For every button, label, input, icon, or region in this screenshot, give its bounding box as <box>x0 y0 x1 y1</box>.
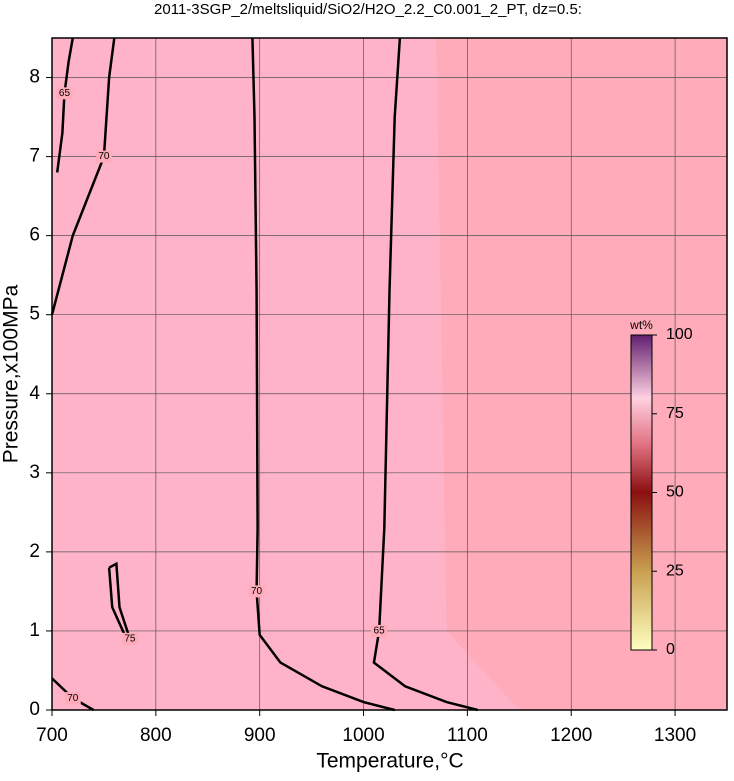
contour-line <box>50 37 116 316</box>
x-tick-label: 900 <box>244 725 276 746</box>
y-tick-label: 1 <box>29 620 40 641</box>
contour-label-bg <box>121 632 138 645</box>
contour-label: 75 <box>124 633 136 644</box>
contour-label-bg <box>64 692 81 705</box>
x-axis-title: Temperature,°C <box>316 750 463 773</box>
contour-label-bg <box>95 150 112 163</box>
contour-label-bg <box>56 87 73 100</box>
colorbar-tick-label: 0 <box>666 641 675 658</box>
contour-line <box>251 37 395 712</box>
contour-label: 70 <box>98 151 110 162</box>
contour-label-bg <box>371 624 388 637</box>
y-tick-label: 4 <box>29 383 40 404</box>
x-tick-label: 1000 <box>342 725 384 746</box>
y-tick-label: 0 <box>29 699 40 720</box>
x-tick-label: 1100 <box>447 725 488 746</box>
y-tick-label: 5 <box>29 304 40 325</box>
y-tick-label: 7 <box>29 146 40 167</box>
y-tick-label: 2 <box>29 541 40 562</box>
contour-label: 65 <box>59 88 71 99</box>
y-tick-label: 6 <box>29 225 40 246</box>
colorbar-label: wt% <box>629 318 653 332</box>
colorbar <box>630 334 653 651</box>
colorbar-tick-label: 75 <box>666 405 684 422</box>
y-tick-label: 8 <box>29 67 40 88</box>
contour-label: 70 <box>67 693 79 704</box>
contour-label-bg <box>248 585 265 598</box>
shaded-region <box>52 38 520 710</box>
chart-title: 2011-3SGP_2/meltsliquid/SiO2/H2O_2.2_C0.… <box>154 1 582 18</box>
contour-label: 65 <box>374 626 386 637</box>
contour-label: 70 <box>251 586 263 597</box>
x-tick-label: 1200 <box>550 725 592 746</box>
colorbar-tick-label: 100 <box>666 326 693 343</box>
y-axis-title: Pressure,x100MPa <box>0 284 23 463</box>
x-tick-label: 800 <box>140 725 172 746</box>
colorbar-tick-label: 25 <box>666 562 684 579</box>
plot-frame <box>51 37 728 711</box>
y-tick-label: 3 <box>29 462 40 483</box>
x-tick-label: 700 <box>36 725 68 746</box>
x-tick-label: 1300 <box>654 725 696 746</box>
colorbar-tick-label: 50 <box>666 484 684 501</box>
